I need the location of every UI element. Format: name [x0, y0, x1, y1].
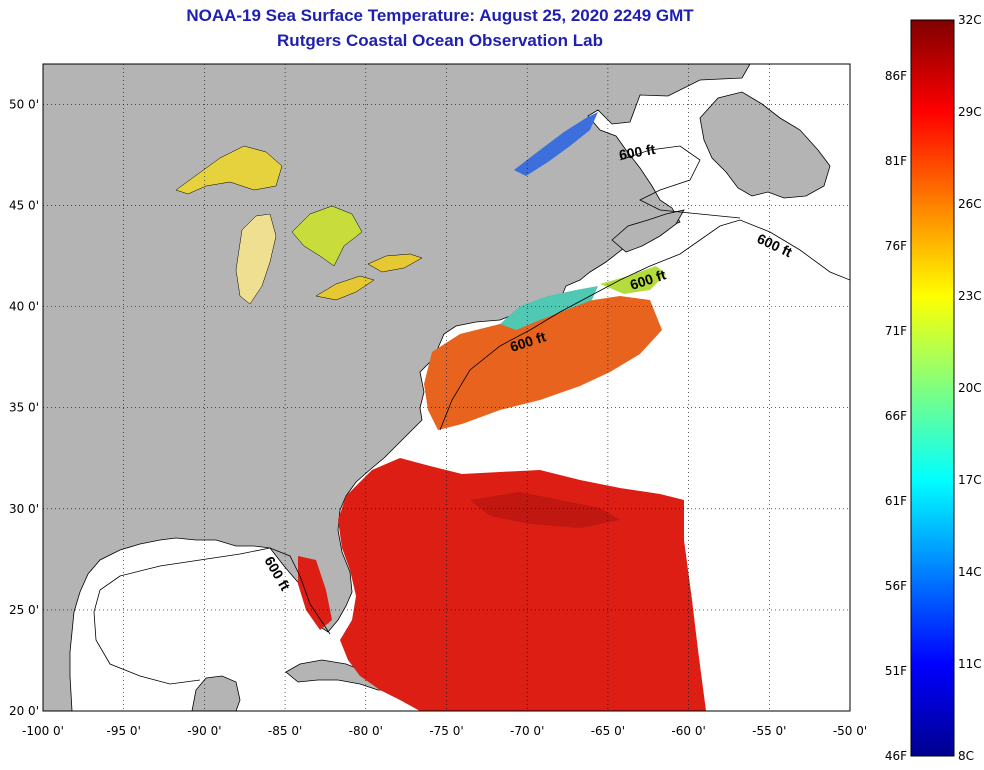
shelf-warm-patch [600, 266, 666, 294]
colorbar-celsius-label: 26C [958, 197, 982, 211]
lake-ontario [367, 253, 423, 273]
latitude-tick-label: 50 0' [9, 97, 39, 111]
longitude-tick-label: -70 0' [510, 724, 544, 738]
lake-huron [291, 205, 363, 267]
colorbar-celsius-label: 8C [958, 749, 974, 763]
latitude-labels: 50 0' 45 0' 40 0' 35 0' 30 0' 25 0' 20 0' [9, 97, 39, 718]
latitude-tick-label: 40 0' [9, 300, 39, 314]
latitude-tick-label: 20 0' [9, 704, 39, 718]
colorbar-fahrenheit-label: 81F [885, 154, 907, 168]
colorbar-celsius-label: 14C [958, 565, 982, 579]
latitude-tick-label: 45 0' [9, 199, 39, 213]
longitude-tick-label: -60 0' [671, 724, 705, 738]
land-nova-scotia [611, 209, 685, 253]
map-title: NOAA-19 Sea Surface Temperature: August … [186, 6, 694, 25]
longitude-tick-label: -80 0' [349, 724, 383, 738]
contour-600ft-atlantic [439, 219, 850, 431]
contour-label: 600 ft [618, 141, 657, 163]
colorbar-fahrenheit-label: 71F [885, 324, 907, 338]
colorbar [910, 19, 955, 757]
longitude-tick-label: -55 0' [752, 724, 786, 738]
gulf-stream-region [424, 296, 662, 430]
latitude-tick-label: 30 0' [9, 502, 39, 516]
longitude-tick-label: -50 0' [833, 724, 867, 738]
shelf-water [500, 286, 598, 330]
land-yucatan [191, 675, 241, 711]
colorbar-fahrenheit-label: 61F [885, 494, 907, 508]
land-north-america [43, 64, 751, 711]
colorbar-celsius-label: 11C [958, 657, 982, 671]
map-content: 600 ft 600 ft 600 ft 600 ft 600 ft [43, 64, 850, 711]
longitude-tick-label: -75 0' [429, 724, 463, 738]
colorbar-celsius-label: 32C [958, 13, 982, 27]
latitude-tick-label: 25 0' [9, 603, 39, 617]
colorbar-celsius-labels: 32C 29C 26C 23C 20C 17C 14C 11C 8C [958, 13, 982, 763]
colorbar-celsius-label: 23C [958, 289, 982, 303]
colorbar-fahrenheit-label: 46F [885, 749, 907, 763]
st-lawrence-water [514, 112, 598, 176]
colorbar-fahrenheit-labels: 86F 81F 76F 71F 66F 61F 56F 51F 46F [885, 69, 907, 763]
longitude-tick-label: -100 0' [22, 724, 64, 738]
graticule [43, 64, 850, 711]
map-border [42, 63, 851, 712]
colorbar-fahrenheit-label: 86F [885, 69, 907, 83]
lake-michigan [235, 213, 277, 305]
longitude-tick-label: -90 0' [187, 724, 221, 738]
contour-600ft-gulf [93, 547, 331, 685]
longitude-tick-label: -95 0' [107, 724, 141, 738]
lake-superior [175, 145, 283, 195]
colorbar-celsius-label: 17C [958, 473, 982, 487]
latitude-tick-label: 35 0' [9, 401, 39, 415]
colorbar-fahrenheit-label: 76F [885, 239, 907, 253]
gulf-warm-fringe [298, 556, 332, 630]
longitude-tick-label: -65 0' [591, 724, 625, 738]
colorbar-celsius-label: 29C [958, 105, 982, 119]
contour-600ft-canada [619, 145, 741, 219]
colorbar-fahrenheit-label: 51F [885, 664, 907, 678]
map-subtitle: Rutgers Coastal Ocean Observation Lab [277, 31, 603, 50]
warm-ocean-region [338, 458, 706, 711]
longitude-tick-label: -85 0' [268, 724, 302, 738]
warm-core [470, 492, 620, 528]
longitude-labels: -100 0' -95 0' -90 0' -85 0' -80 0' -75 0' -70… [22, 724, 867, 738]
land-newfoundland [699, 91, 831, 199]
colorbar-fahrenheit-label: 66F [885, 409, 907, 423]
colorbar-fahrenheit-label: 56F [885, 579, 907, 593]
colorbar-celsius-label: 20C [958, 381, 982, 395]
lake-erie [315, 275, 375, 301]
